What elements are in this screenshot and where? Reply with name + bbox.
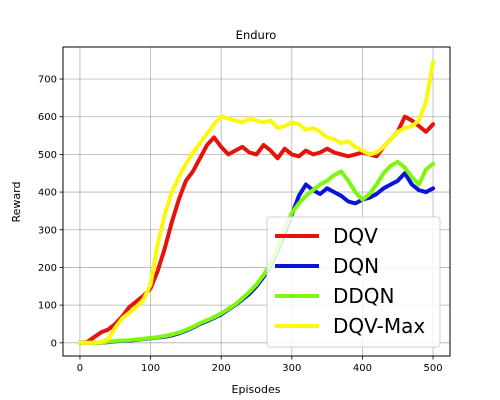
ticks: 0 100 200 300 400 500 0 100 200 300 400 500 600 700 (38, 75, 443, 374)
x-tick-label: 0 (77, 363, 83, 374)
legend-label-dqv-max: DQV-Max (333, 314, 425, 338)
x-axis-label: Episodes (232, 383, 281, 396)
legend-label-dqn: DQN (333, 254, 379, 278)
y-tick-label: 0 (51, 338, 57, 349)
y-tick-label: 400 (38, 188, 57, 199)
y-tick-label: 600 (38, 112, 57, 123)
legend: DQV DQN DDQN DQV-Max (266, 216, 441, 348)
series-line-dqv (77, 114, 436, 345)
x-tick-label: 200 (212, 363, 231, 374)
y-tick-label: 700 (38, 75, 57, 86)
y-tick-label: 200 (38, 263, 57, 274)
y-axis-label: Reward (10, 182, 23, 223)
plot-frame (62, 46, 451, 357)
x-tick-label: 100 (141, 363, 160, 374)
x-tick-label: 300 (282, 363, 301, 374)
y-tick-label: 500 (38, 150, 57, 161)
legend-box (266, 216, 441, 348)
chart-title: Enduro (236, 28, 277, 42)
series-line-dqv-max (77, 60, 436, 345)
x-tick-label: 500 (424, 363, 443, 374)
legend-label-ddqn: DDQN (333, 284, 395, 308)
y-tick-label: 100 (38, 301, 57, 312)
legend-label-dqv: DQV (333, 224, 378, 248)
series-line-ddqn (77, 159, 436, 345)
x-tick-label: 400 (353, 363, 372, 374)
series-layer (77, 60, 436, 345)
y-tick-label: 300 (38, 225, 57, 236)
